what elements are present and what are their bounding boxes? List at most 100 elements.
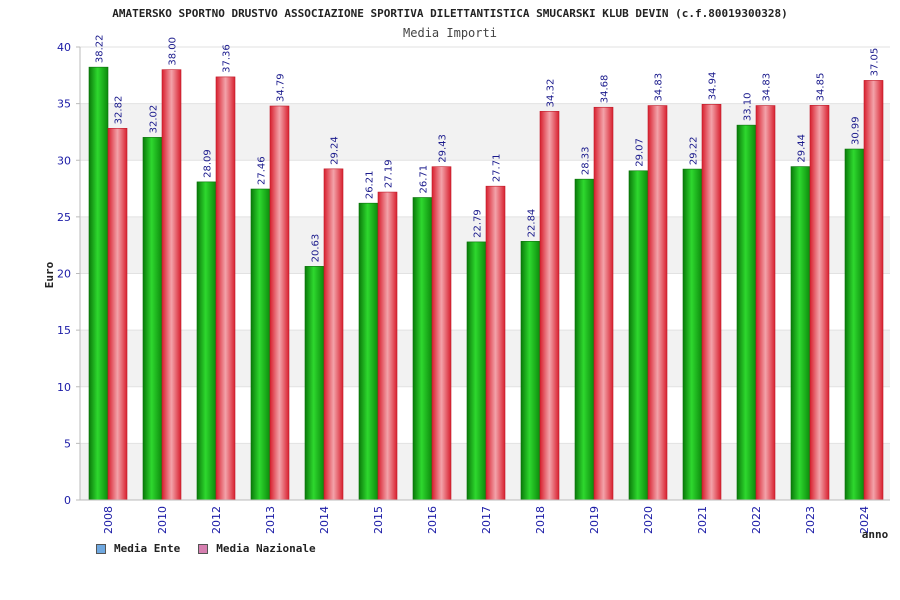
data-label: 34.83 [762, 73, 773, 102]
bar-media-nazionale [485, 185, 506, 501]
bar-media-ente [142, 137, 163, 501]
legend-item-ente: Media Ente [96, 542, 180, 555]
chart-title: Media Importi [403, 26, 497, 40]
bar-media-ente [250, 188, 271, 501]
data-label: 29.22 [689, 136, 700, 165]
bar-media-nazionale [701, 104, 722, 501]
data-label: 28.09 [203, 149, 214, 178]
y-tick-label: 25 [57, 211, 71, 224]
grid-band [80, 47, 890, 104]
bar-media-nazionale [323, 168, 344, 501]
x-tick-label: 2021 [696, 506, 709, 534]
bar-media-nazionale [107, 128, 128, 501]
x-tick-label: 2022 [750, 506, 763, 534]
bar-media-ente [574, 178, 595, 501]
data-label: 34.79 [276, 73, 287, 102]
data-label: 26.21 [365, 171, 376, 200]
data-label: 33.10 [743, 93, 754, 122]
bar-media-nazionale [539, 111, 560, 501]
data-label: 28.33 [581, 147, 592, 176]
x-tick-label: 2023 [804, 506, 817, 534]
x-tick-label: 2008 [102, 506, 115, 534]
y-axis-ticks: 0 5 10 15 20 25 30 35 40 [57, 41, 80, 507]
chart-header-title: AMATERSKO SPORTNO DRUSTVO ASSOCIAZIONE S… [112, 7, 788, 20]
data-label: 37.36 [222, 44, 233, 73]
bar-series [88, 66, 884, 501]
x-tick-label: 2018 [534, 506, 547, 534]
bar-media-ente [736, 124, 757, 501]
x-axis-ticks: 2008 2010 2012 2013 2014 2015 2016 2017 2018 2019… [102, 506, 871, 534]
bar-media-ente [790, 166, 811, 501]
data-label: 34.32 [546, 79, 557, 108]
bar-media-nazionale [647, 105, 668, 501]
legend-swatch-nazionale [198, 543, 209, 554]
legend: Media Ente Media Nazionale [96, 542, 316, 555]
data-label: 32.02 [149, 105, 160, 134]
bar-media-nazionale [161, 69, 182, 501]
x-tick-label: 2012 [210, 506, 223, 534]
y-tick-label: 15 [57, 324, 71, 337]
x-tick-label: 2017 [480, 506, 493, 534]
data-label: 34.94 [708, 72, 719, 101]
x-tick-label: 2020 [642, 506, 655, 534]
data-label: 22.79 [473, 209, 484, 238]
data-labels: 38.22 32.82 32.02 38.00 28.09 37.36 27.46 34.79… [95, 35, 881, 263]
data-label: 34.68 [600, 75, 611, 104]
data-label: 29.43 [438, 134, 449, 163]
y-axis-label: Euro [43, 261, 56, 288]
data-label: 38.00 [168, 37, 179, 66]
legend-item-nazionale: Media Nazionale [198, 542, 316, 555]
x-axis-label: anno [862, 528, 889, 541]
bar-media-ente [304, 266, 325, 501]
y-tick-label: 10 [57, 381, 71, 394]
bar-media-nazionale [269, 105, 290, 501]
x-tick-label: 2014 [318, 506, 331, 534]
legend-label-nazionale: Media Nazionale [216, 542, 316, 555]
bar-media-ente [358, 202, 379, 501]
x-tick-label: 2016 [426, 506, 439, 534]
data-label: 27.71 [492, 154, 503, 183]
y-tick-label: 0 [64, 494, 71, 507]
data-label: 29.24 [330, 136, 341, 165]
y-tick-label: 5 [64, 437, 71, 450]
data-label: 37.05 [870, 48, 881, 77]
y-tick-label: 40 [57, 41, 71, 54]
data-label: 22.84 [527, 209, 538, 238]
bar-media-ente [520, 241, 541, 501]
data-label: 34.85 [816, 73, 827, 102]
bar-media-nazionale [593, 106, 614, 501]
bar-media-nazionale [863, 80, 884, 501]
bar-media-ente [412, 197, 433, 501]
bar-media-ente [844, 148, 865, 501]
data-label: 27.46 [257, 156, 268, 185]
x-tick-label: 2010 [156, 506, 169, 534]
data-label: 20.63 [311, 234, 322, 263]
data-label: 38.22 [95, 35, 106, 64]
bar-media-ente [466, 241, 487, 501]
bar-media-ente [628, 170, 649, 501]
x-tick-label: 2019 [588, 506, 601, 534]
bar-media-nazionale [755, 105, 776, 501]
x-tick-label: 2013 [264, 506, 277, 534]
bar-media-nazionale [377, 191, 398, 501]
legend-swatch-ente [96, 543, 106, 554]
bar-media-ente [88, 66, 109, 501]
data-label: 30.99 [851, 116, 862, 145]
y-tick-label: 35 [57, 98, 71, 111]
bar-media-nazionale [215, 76, 236, 501]
data-label: 32.82 [114, 96, 125, 125]
data-label: 34.83 [654, 73, 665, 102]
x-tick-label: 2015 [372, 506, 385, 534]
data-label: 29.44 [797, 134, 808, 163]
bar-media-ente [682, 168, 703, 501]
bar-media-nazionale [431, 166, 452, 501]
y-tick-label: 20 [57, 268, 71, 281]
bar-media-nazionale [809, 105, 830, 501]
data-label: 29.07 [635, 138, 646, 167]
y-tick-label: 30 [57, 154, 71, 167]
legend-label-ente: Media Ente [114, 542, 181, 555]
data-label: 26.71 [419, 165, 430, 194]
bar-media-ente [196, 181, 217, 501]
x-tick-label: 2024 [858, 506, 871, 534]
